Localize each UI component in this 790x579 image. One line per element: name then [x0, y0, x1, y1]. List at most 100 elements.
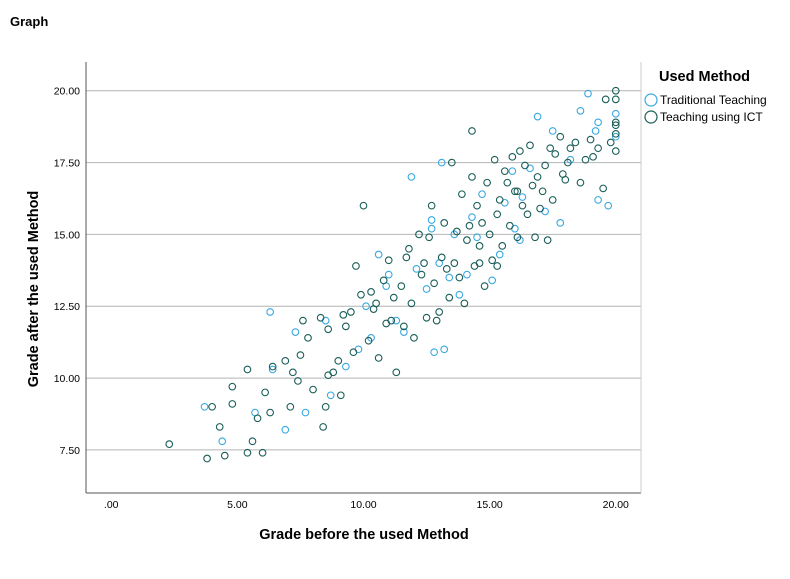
data-point-traditional — [473, 233, 481, 242]
data-point-ict — [397, 282, 406, 290]
data-point-traditional — [384, 270, 393, 279]
legend-label-ict: Teaching using ICT — [660, 110, 763, 124]
page-title: Graph — [10, 14, 49, 29]
data-point-traditional — [422, 285, 431, 293]
data-point-traditional — [291, 328, 300, 336]
data-point-ict — [203, 454, 211, 463]
data-point-ict — [450, 259, 459, 267]
y-tick-labels: 7.50 10.00 12.50 15.00 17.50 20.00 — [54, 86, 80, 457]
data-point-ict — [296, 351, 305, 359]
data-point-ict — [243, 365, 252, 374]
data-point-ict — [531, 233, 539, 242]
data-point-ict — [387, 316, 396, 325]
data-point-ict — [427, 201, 436, 210]
data-point-ict — [483, 178, 491, 187]
data-point-ict — [536, 204, 544, 213]
data-point-ict — [523, 210, 532, 219]
data-point-traditional — [400, 328, 408, 336]
data-point-ict — [357, 290, 365, 299]
data-point-traditional — [594, 118, 602, 127]
data-point-ict — [367, 288, 375, 296]
data-point-ict — [551, 150, 560, 158]
data-points — [165, 86, 620, 463]
data-point-ict — [286, 402, 295, 411]
data-point-ict — [425, 233, 433, 242]
data-point-traditional — [437, 158, 446, 167]
data-point-ict — [341, 322, 350, 331]
data-point-traditional — [218, 437, 227, 446]
gridlines — [86, 90, 641, 451]
x-tick-label: 10.00 — [350, 499, 376, 511]
data-point-ict — [324, 371, 333, 380]
data-point-ict — [533, 173, 542, 181]
data-point-ict — [576, 178, 585, 187]
data-point-ict — [511, 187, 519, 196]
x-tick-label: 15.00 — [476, 499, 502, 511]
legend-title: Used Method — [659, 69, 750, 85]
data-point-ict — [384, 256, 393, 265]
data-point-ict — [468, 173, 476, 181]
data-point-ict — [606, 138, 615, 147]
data-point-traditional — [611, 109, 620, 118]
data-point-ict — [347, 308, 355, 316]
data-point-ict — [248, 437, 257, 446]
data-point-ict — [294, 377, 302, 385]
data-point-ict — [352, 262, 360, 270]
data-point-traditional — [478, 190, 486, 199]
data-point-ict — [289, 368, 297, 377]
data-point-ict — [445, 293, 454, 302]
data-point-ict — [493, 262, 502, 270]
data-point-traditional — [463, 270, 471, 279]
data-point-traditional — [266, 308, 275, 316]
data-point-traditional — [430, 348, 438, 357]
data-point-ict — [447, 158, 456, 167]
data-point-ict — [611, 86, 620, 95]
data-point-ict — [364, 336, 373, 345]
data-point-ict — [349, 348, 358, 357]
data-point-ict — [548, 196, 557, 204]
data-point-traditional — [392, 316, 401, 325]
x-tick-label: .00 — [104, 499, 119, 511]
legend-label-traditional: Traditional Teaching — [660, 93, 767, 107]
data-point-ict — [415, 230, 423, 239]
data-point-ict — [458, 190, 466, 199]
data-point-ict — [513, 233, 522, 242]
x-tick-label: 20.00 — [603, 499, 629, 511]
data-point-ict — [599, 184, 608, 193]
data-point-ict — [266, 408, 275, 417]
data-point-traditional — [412, 265, 421, 273]
data-point-ict — [402, 253, 411, 262]
data-point-ict — [407, 299, 416, 308]
data-point-traditional — [548, 127, 557, 135]
data-point-traditional — [594, 196, 602, 204]
data-point-ict — [485, 230, 494, 239]
data-point-ict — [410, 333, 418, 342]
data-point-traditional — [445, 273, 454, 282]
data-point-ict — [437, 253, 446, 262]
data-point-ict — [473, 201, 481, 210]
data-point-ict — [556, 132, 565, 141]
legend-swatch-ict — [644, 110, 658, 124]
data-point-ict — [589, 152, 597, 161]
data-point-ict — [309, 385, 317, 394]
data-point-ict — [432, 316, 441, 325]
data-point-ict — [611, 129, 620, 138]
data-point-ict — [463, 236, 471, 244]
data-point-ict — [430, 279, 438, 288]
data-point-ict — [563, 158, 572, 167]
data-point-traditional — [488, 276, 497, 285]
data-point-ict — [518, 201, 527, 210]
data-point-traditional — [427, 216, 436, 224]
data-point-traditional — [455, 290, 464, 299]
data-point-traditional — [200, 402, 209, 411]
data-point-ict — [488, 256, 497, 265]
y-axis-title: Grade after the used Method — [26, 191, 42, 388]
axes — [85, 62, 642, 494]
legend-swatch-traditional — [644, 93, 658, 107]
data-point-ict — [480, 282, 489, 290]
data-point-traditional — [362, 302, 370, 311]
data-point-traditional — [584, 89, 592, 98]
data-point-ict — [611, 95, 620, 104]
data-point-ict — [601, 95, 610, 104]
